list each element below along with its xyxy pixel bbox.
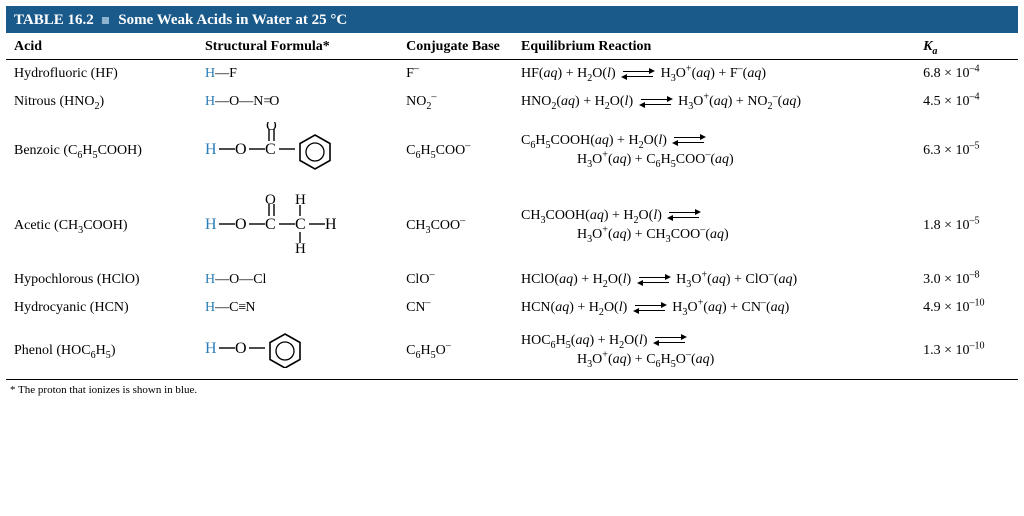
svg-text:H: H xyxy=(205,340,217,357)
title-bullet-icon xyxy=(102,17,109,24)
header-row: Acid Structural Formula* Conjugate Base … xyxy=(6,33,1018,60)
cell-structural: H—F xyxy=(197,60,398,89)
cell-conjugate: CN– xyxy=(398,294,513,322)
cell-structural: H—O—Cl xyxy=(197,266,398,294)
cell-equilibrium: HF(aq) + H2O(l) H3O+(aq) + F–(aq) xyxy=(513,60,915,89)
svg-text:H: H xyxy=(295,241,306,255)
table-title-bar: TABLE 16.2 Some Weak Acids in Water at 2… xyxy=(6,8,1018,33)
table-row: Nitrous (HNO2)H—O—N=ONO2–HNO2(aq) + H2O(… xyxy=(6,88,1018,116)
acids-table: Acid Structural Formula* Conjugate Base … xyxy=(6,33,1018,380)
svg-text:O: O xyxy=(235,216,247,233)
table-row: Hydrocyanic (HCN)H—C≡NCN–HCN(aq) + H2O(l… xyxy=(6,294,1018,322)
table-row: Phenol (HOC6H5) H O C6H5O–HOC6H5(aq) + H… xyxy=(6,322,1018,380)
cell-acid: Hydrofluoric (HF) xyxy=(6,60,197,89)
cell-acid: Nitrous (HNO2) xyxy=(6,88,197,116)
svg-text:H: H xyxy=(295,192,306,208)
svg-text:O: O xyxy=(265,192,276,208)
table-title: Some Weak Acids in Water at 25 °C xyxy=(118,12,347,28)
svg-text:C: C xyxy=(265,141,276,158)
table-row: Hypochlorous (HClO)H—O—ClClO–HClO(aq) + … xyxy=(6,266,1018,294)
table-row: Benzoic (C6H5COOH) H O C O C6H5COO–C6H5C… xyxy=(6,116,1018,185)
table-row: Hydrofluoric (HF)H—FF–HF(aq) + H2O(l) H3… xyxy=(6,60,1018,89)
table-number: TABLE 16.2 xyxy=(14,12,94,28)
cell-structural: H O C O xyxy=(197,116,398,185)
cell-acid: Phenol (HOC6H5) xyxy=(6,322,197,380)
cell-ka: 6.8 × 10–4 xyxy=(915,60,1018,89)
cell-acid: Hypochlorous (HClO) xyxy=(6,266,197,294)
cell-conjugate: NO2– xyxy=(398,88,513,116)
cell-structural: H—O—N=O xyxy=(197,88,398,116)
svg-text:O: O xyxy=(235,141,247,158)
col-structural: Structural Formula* xyxy=(197,33,398,60)
cell-acid: Acetic (CH3COOH) xyxy=(6,185,197,266)
cell-conjugate: CH3COO– xyxy=(398,185,513,266)
cell-equilibrium: C6H5COOH(aq) + H2O(l) H3O+(aq) + C6H5COO… xyxy=(513,116,915,185)
svg-text:O: O xyxy=(235,340,247,357)
cell-ka: 3.0 × 10–8 xyxy=(915,266,1018,294)
cell-conjugate: C6H5O– xyxy=(398,322,513,380)
table-container: TABLE 16.2 Some Weak Acids in Water at 2… xyxy=(6,6,1018,396)
cell-structural: H—C≡N xyxy=(197,294,398,322)
cell-conjugate: ClO– xyxy=(398,266,513,294)
cell-structural: H O C O C H H H xyxy=(197,185,398,266)
cell-equilibrium: HOC6H5(aq) + H2O(l) H3O+(aq) + C6H5O–(aq… xyxy=(513,322,915,380)
cell-conjugate: C6H5COO– xyxy=(398,116,513,185)
col-conjugate: Conjugate Base xyxy=(398,33,513,60)
svg-text:H: H xyxy=(325,216,337,233)
cell-equilibrium: CH3COOH(aq) + H2O(l) H3O+(aq) + CH3COO–(… xyxy=(513,185,915,266)
cell-structural: H O xyxy=(197,322,398,380)
cell-ka: 1.8 × 10–5 xyxy=(915,185,1018,266)
cell-equilibrium: HClO(aq) + H2O(l) H3O+(aq) + ClO–(aq) xyxy=(513,266,915,294)
table-row: Acetic (CH3COOH) H O C O C H H H CH3COO–… xyxy=(6,185,1018,266)
svg-text:C: C xyxy=(295,216,306,233)
cell-ka: 6.3 × 10–5 xyxy=(915,116,1018,185)
cell-conjugate: F– xyxy=(398,60,513,89)
cell-equilibrium: HNO2(aq) + H2O(l) H3O+(aq) + NO2–(aq) xyxy=(513,88,915,116)
cell-acid: Benzoic (C6H5COOH) xyxy=(6,116,197,185)
svg-text:O: O xyxy=(266,122,277,134)
cell-acid: Hydrocyanic (HCN) xyxy=(6,294,197,322)
cell-equilibrium: HCN(aq) + H2O(l) H3O+(aq) + CN–(aq) xyxy=(513,294,915,322)
svg-text:H: H xyxy=(205,141,217,158)
table-body: Hydrofluoric (HF)H—FF–HF(aq) + H2O(l) H3… xyxy=(6,60,1018,380)
svg-text:H: H xyxy=(205,216,217,233)
col-equilibrium: Equilibrium Reaction xyxy=(513,33,915,60)
col-acid: Acid xyxy=(6,33,197,60)
svg-text:C: C xyxy=(265,216,276,233)
footnote: * The proton that ionizes is shown in bl… xyxy=(6,380,1018,396)
cell-ka: 4.5 × 10–4 xyxy=(915,88,1018,116)
cell-ka: 4.9 × 10–10 xyxy=(915,294,1018,322)
col-ka: Ka xyxy=(915,33,1018,60)
cell-ka: 1.3 × 10–10 xyxy=(915,322,1018,380)
